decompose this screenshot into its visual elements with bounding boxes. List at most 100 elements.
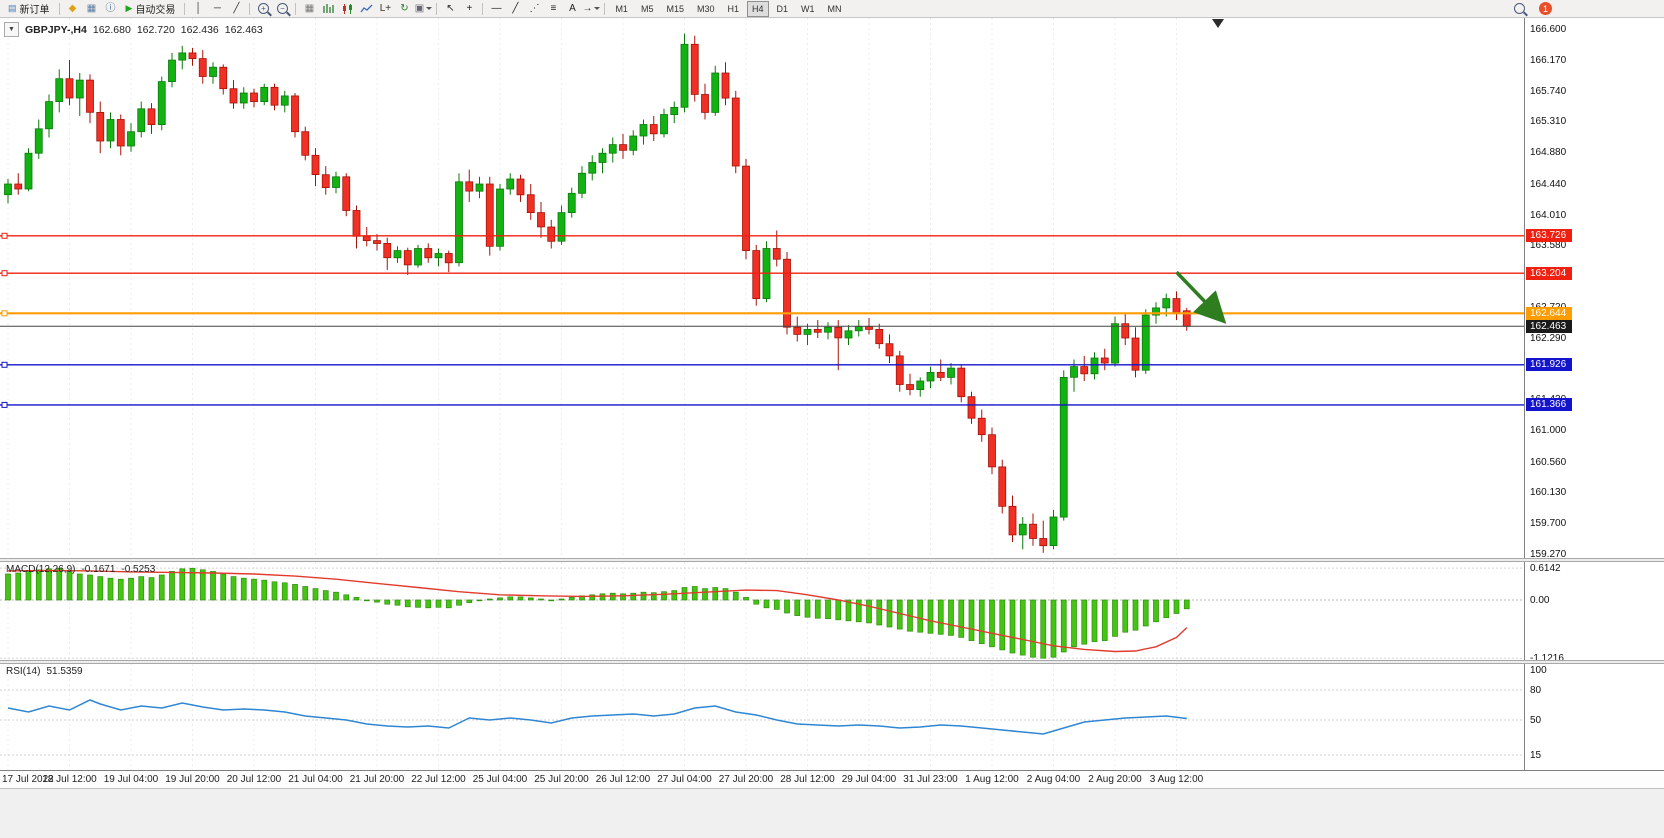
text-tool-icon[interactable]: A <box>569 2 576 14</box>
auto-trading-button-label: 自动交易 <box>135 5 176 16</box>
main-chart-panel: ▼ GBPJPY-,H4 162.680 162.720 162.436 162… <box>0 18 1524 558</box>
timeframe-mn[interactable]: MN <box>827 3 842 14</box>
time-axis-label: 22 Jul 12:00 <box>411 774 466 785</box>
time-axis[interactable]: 17 Jul 2022 18 Jul 12:00 19 Jul 04:00 19 Ju… <box>0 770 1664 788</box>
time-axis-label: 27 Jul 20:00 <box>718 774 774 785</box>
line-glyph <box>360 4 373 12</box>
timeframe-w1[interactable]: W1 <box>801 3 815 14</box>
panel-splitter[interactable] <box>0 660 1664 664</box>
symbol-info-bar: ▼ GBPJPY-,H4 162.680 162.720 162.436 162… <box>4 22 263 37</box>
horizontal-line-object[interactable] <box>0 401 1524 408</box>
zoom-in-icon[interactable]: + <box>254 1 272 16</box>
rsi-axis-label: 100 <box>1530 664 1547 676</box>
open-price: 162.680 <box>92 23 131 36</box>
time-axis-label: 29 Jul 04:00 <box>841 774 897 785</box>
price-axis[interactable]: 166.600 166.170 165.740 165.310 164.880 164.4… <box>1524 18 1664 788</box>
horizontal-line-object[interactable] <box>0 361 1524 368</box>
price-axis-label: 160.560 <box>1530 456 1567 468</box>
time-axis-label: 31 Jul 23:00 <box>903 774 958 785</box>
symbol-name: GBPJPY-,H4 <box>25 23 87 36</box>
toolbar: ▤ 新订单 ◆ ▦ ⓘ ▶ 自动交易 │ ─ ╱ + − ▦ L+ ↻ ▣ ↖ + — ╱ ⋰ ≡ A → M1 M5 M15 M30… <box>0 0 1664 18</box>
horizontal-line-icon[interactable]: ─ <box>213 2 221 14</box>
time-axis-label: 18 Jul 12:00 <box>42 774 97 785</box>
macd-main-value: -0.1671 <box>81 564 116 575</box>
diagonal-line-icon[interactable]: ╱ <box>233 2 240 14</box>
new-order-button[interactable]: ▤ 新订单 <box>3 1 55 17</box>
macd-signal-value: -0.5253 <box>121 564 156 575</box>
toolbar-separator <box>295 2 297 15</box>
time-axis-label: 2 Aug 04:00 <box>1026 774 1081 785</box>
price-axis-label: 164.010 <box>1530 209 1567 221</box>
crosshair-tool-icon[interactable]: + <box>466 2 473 14</box>
timeframe-h1[interactable]: H1 <box>727 3 740 14</box>
magnifier-minus-glyph: − <box>276 3 288 14</box>
chart-shift-marker[interactable] <box>1212 19 1224 28</box>
price-axis-label: 165.740 <box>1530 85 1567 97</box>
timeframe-d1[interactable]: D1 <box>776 3 789 14</box>
arrows-tool-icon[interactable]: → <box>582 1 601 16</box>
rsi-line <box>7 699 1187 735</box>
bars-glyph <box>323 3 334 13</box>
horizontal-line-object[interactable] <box>0 232 1524 239</box>
price-axis-label: 163.580 <box>1530 240 1567 252</box>
zoom-out-icon[interactable]: − <box>273 1 291 16</box>
notification-badge[interactable]: 1 <box>1539 2 1552 15</box>
market-watch-icon[interactable]: ▦ <box>86 2 97 14</box>
cursor-tool-icon[interactable]: ↖ <box>446 2 455 14</box>
rsi-svg <box>0 664 1524 770</box>
auto-trading-button-glyph: ▶ <box>125 3 133 13</box>
price-axis-label: 160.130 <box>1530 487 1567 499</box>
line-chart-icon[interactable] <box>357 1 375 16</box>
rsi-panel: RSI(14) 51.5359 <box>0 664 1524 770</box>
price-axis-label: 159.700 <box>1530 518 1567 530</box>
vertical-line-icon[interactable]: │ <box>195 2 202 14</box>
time-axis-label: 20 Jul 12:00 <box>226 774 282 785</box>
toolbar-separator <box>604 2 606 15</box>
time-axis-label: 17 Jul 2022 <box>2 774 54 785</box>
toolbar-separator <box>249 2 251 15</box>
timeframe-h4[interactable]: H4 <box>747 0 769 17</box>
horizontal-line-object[interactable] <box>0 310 1524 317</box>
candlestick-plot <box>0 18 1524 558</box>
screenshot-icon[interactable]: ▣ <box>414 1 433 16</box>
one-click-trading-collapse[interactable]: ▼ <box>4 22 19 37</box>
low-price: 162.436 <box>180 23 219 36</box>
search-icon[interactable] <box>1514 3 1525 14</box>
macd-axis-label: 0.00 <box>1530 594 1550 606</box>
candles-glyph <box>342 3 352 14</box>
auto-scroll-icon[interactable]: ↻ <box>400 2 409 14</box>
horizontal-line-object[interactable] <box>0 270 1524 277</box>
toolbar-right-group: 1 <box>1514 2 1552 15</box>
metaeditor-icon[interactable]: ◆ <box>68 2 77 14</box>
rsi-name: RSI(14) <box>6 666 41 677</box>
new-order-button-glyph: ▤ <box>8 3 17 13</box>
channel-icon[interactable]: ≡ <box>550 2 557 14</box>
price-axis-label: 165.310 <box>1530 116 1567 128</box>
timeframe-m5[interactable]: M5 <box>640 3 654 14</box>
timeframe-m1[interactable]: M1 <box>615 3 628 14</box>
data-window-icon[interactable]: ⓘ <box>105 2 116 14</box>
tile-windows-icon[interactable]: ▦ <box>304 2 315 14</box>
toolbar-separator <box>436 2 438 15</box>
time-axis-label: 19 Jul 04:00 <box>103 774 159 785</box>
toolbar-separator <box>184 2 186 15</box>
time-axis-label: 25 Jul 04:00 <box>472 774 528 785</box>
auto-trading-button[interactable]: ▶ 自动交易 <box>121 1 181 17</box>
trendline-draw-icon[interactable]: ╱ <box>512 2 519 14</box>
fibonacci-icon[interactable]: ⋰ <box>529 2 540 14</box>
trend-arrow-annotation[interactable] <box>1175 270 1227 324</box>
hline-draw-icon[interactable]: — <box>491 2 502 14</box>
time-axis-label: 19 Jul 20:00 <box>165 774 220 785</box>
macd-svg <box>0 562 1524 660</box>
bar-chart-icon[interactable] <box>319 1 337 16</box>
high-price: 162.720 <box>136 23 175 36</box>
timeframe-m30[interactable]: M30 <box>696 3 715 14</box>
time-axis-label: 21 Jul 20:00 <box>349 774 405 785</box>
time-axis-label: 1 Aug 12:00 <box>965 774 1019 785</box>
timeframe-m15[interactable]: M15 <box>666 3 684 14</box>
macd-axis-label: 0.6142 <box>1530 562 1561 574</box>
candlestick-chart-icon[interactable] <box>338 1 356 16</box>
macd-label: MACD(12,26,9) -0.1671 -0.5253 <box>6 564 155 575</box>
periods-icon[interactable]: L+ <box>379 2 392 14</box>
panel-splitter[interactable] <box>0 558 1664 562</box>
